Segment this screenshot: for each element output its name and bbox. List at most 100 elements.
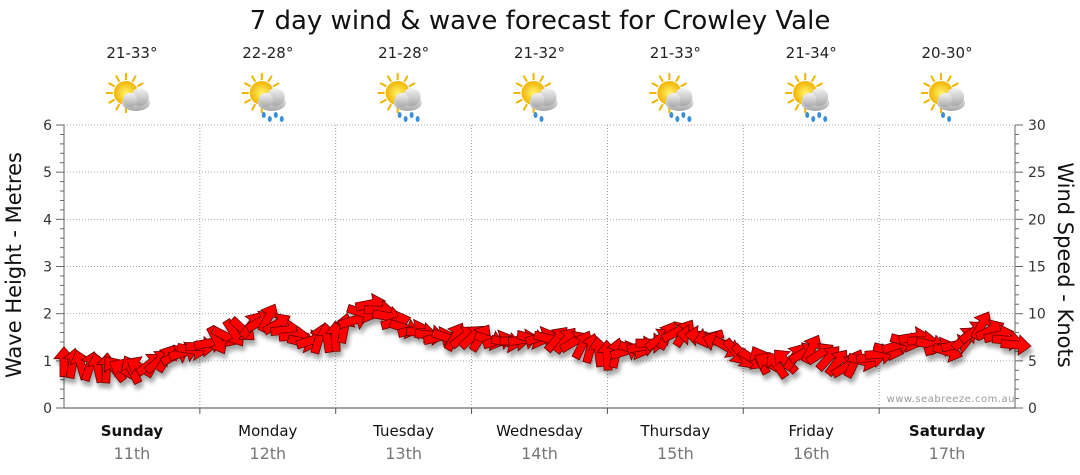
cloud-part: [938, 93, 953, 107]
wind-speed-tick-label: 0: [1028, 401, 1037, 417]
cloud-icon: [257, 88, 286, 111]
day-column: 20-30° Saturday 17th: [878, 44, 986, 463]
shower-icon: [785, 73, 830, 122]
sun-ray: [115, 75, 121, 83]
raindrop-icon: [403, 116, 408, 122]
sun-ray: [539, 75, 545, 83]
day-name: Thursday: [639, 422, 710, 440]
wave-height-tick-label: 0: [43, 401, 52, 417]
wave-height-tick-label: 2: [43, 307, 52, 323]
day-name: Friday: [788, 422, 834, 440]
wave-height-tick-label: 6: [43, 118, 52, 134]
sun-ray: [680, 82, 688, 88]
wind-arrow-shape: [261, 313, 291, 336]
light-shower-icon: [513, 73, 558, 122]
sun-ray: [951, 82, 959, 88]
day-date: 16th: [793, 444, 830, 463]
sun-ray: [674, 75, 681, 83]
raindrop-icon: [669, 112, 674, 118]
raindrop-icon: [539, 116, 544, 122]
day-column: 21-33° Sunday 11th: [101, 44, 164, 463]
wind-speed-tick-label: 5: [1028, 354, 1037, 370]
sun-ray: [386, 103, 393, 111]
raindrop-icon: [687, 116, 692, 122]
day-date: 17th: [929, 444, 966, 463]
cloud-icon: [801, 88, 830, 111]
sun-ray: [794, 75, 800, 83]
sun-ray: [658, 75, 664, 83]
day-date: 12th: [249, 444, 286, 463]
sun-ray: [243, 98, 252, 104]
sun-ray: [250, 103, 257, 111]
wave-height-tick-label: 3: [43, 260, 52, 276]
raindrop-icon: [675, 116, 680, 122]
wind-arrow: [1000, 334, 1032, 356]
wave-height-tick-label: 4: [43, 212, 52, 228]
temperature-range: 21-33°: [650, 44, 701, 62]
wind-arrows: [53, 292, 1032, 386]
wind-speed-tick-label: 20: [1028, 212, 1046, 228]
raindrop-icon: [273, 112, 278, 118]
cloud-part: [530, 93, 545, 107]
cloud-icon: [393, 88, 422, 111]
temperature-range: 21-28°: [378, 44, 429, 62]
shower-icon: [649, 73, 694, 122]
wind-speed-tick-label: 25: [1028, 165, 1046, 181]
cloud-part: [802, 93, 817, 107]
temperature-range: 20-30°: [922, 44, 973, 62]
cloud-icon: [121, 88, 150, 111]
raindrop-icon: [811, 116, 816, 122]
partly-cloudy-icon: [105, 73, 150, 113]
watermark: www.seabreeze.com.au: [887, 394, 1015, 405]
wind-arrow-shape: [1000, 334, 1032, 356]
sun-ray: [810, 75, 817, 83]
sun-ray: [408, 82, 416, 88]
sun-ray: [658, 103, 664, 111]
raindrop-icon: [397, 112, 402, 118]
raindrop-icon: [817, 112, 822, 118]
sun-ray: [946, 75, 952, 83]
sun-ray: [815, 82, 824, 88]
raindrop-icon: [409, 112, 414, 118]
sun-ray: [115, 103, 121, 111]
sun-ray: [787, 98, 795, 104]
sun-ray: [923, 98, 931, 104]
sun-ray: [403, 75, 409, 83]
sun-ray: [651, 98, 659, 104]
sun-ray: [108, 98, 116, 104]
day-date: 11th: [114, 444, 151, 463]
cloud-part: [394, 93, 409, 107]
sun-ray: [787, 82, 795, 88]
sun-ray: [250, 75, 257, 83]
raindrop-icon: [805, 112, 810, 118]
raindrop-icon: [533, 112, 538, 118]
sun-ray: [930, 103, 936, 111]
day-columns: 21-33° Sunday 11th 22-28° Monday 12th 21-28° Tu…: [101, 44, 986, 463]
sun-ray: [108, 82, 116, 88]
wave-height-tick-label: 5: [43, 165, 52, 181]
shower-icon: [241, 73, 286, 122]
wind-speed-tick-label: 10: [1028, 307, 1046, 323]
shower-icon: [377, 73, 422, 122]
raindrop-icon: [681, 112, 686, 118]
wind-speed-axis: 0 5 10 15 20 25 30: [1014, 118, 1046, 417]
cloud-part: [122, 93, 137, 107]
sun-ray: [923, 82, 931, 88]
raindrop-icon: [947, 116, 952, 122]
sun-ray: [544, 82, 552, 88]
wave-height-tick-label: 1: [43, 354, 52, 370]
day-name: Tuesday: [372, 422, 434, 440]
sun-ray: [379, 98, 387, 104]
sun-ray: [131, 75, 137, 83]
chart-title: 7 day wind & wave forecast for Crowley V…: [250, 6, 831, 36]
day-name: Saturday: [909, 422, 986, 440]
sun-ray: [386, 75, 393, 83]
cloud-part: [258, 93, 273, 107]
sun-ray: [651, 82, 659, 88]
wind-speed-axis-label: Wind Speed - Knots: [1053, 162, 1077, 367]
day-name: Wednesday: [496, 422, 583, 440]
sun-ray: [272, 82, 280, 88]
cloud-icon: [665, 88, 694, 111]
day-date: 15th: [657, 444, 694, 463]
